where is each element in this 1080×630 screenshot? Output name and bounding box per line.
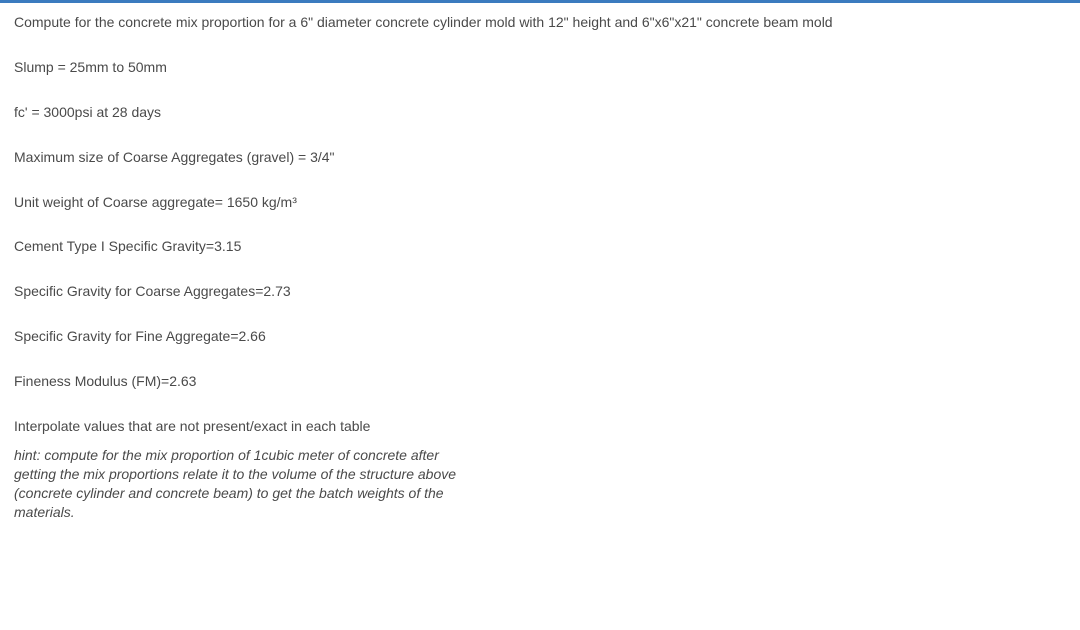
cement-gravity-line: Cement Type I Specific Gravity=3.15	[14, 237, 1066, 256]
hint-text: hint: compute for the mix proportion of …	[14, 446, 484, 522]
slump-line: Slump = 25mm to 50mm	[14, 58, 1066, 77]
fineness-modulus-line: Fineness Modulus (FM)=2.63	[14, 372, 1066, 391]
coarse-gravity-line: Specific Gravity for Coarse Aggregates=2…	[14, 282, 1066, 301]
fc-line: fc' = 3000psi at 28 days	[14, 103, 1066, 122]
unit-weight-line: Unit weight of Coarse aggregate= 1650 kg…	[14, 193, 1066, 212]
document-body: Compute for the concrete mix proportion …	[0, 3, 1080, 521]
fine-gravity-line: Specific Gravity for Fine Aggregate=2.66	[14, 327, 1066, 346]
coarse-aggregate-size-line: Maximum size of Coarse Aggregates (grave…	[14, 148, 1066, 167]
prompt-line-1: Compute for the concrete mix proportion …	[14, 13, 1066, 32]
interpolate-line: Interpolate values that are not present/…	[14, 417, 1066, 436]
